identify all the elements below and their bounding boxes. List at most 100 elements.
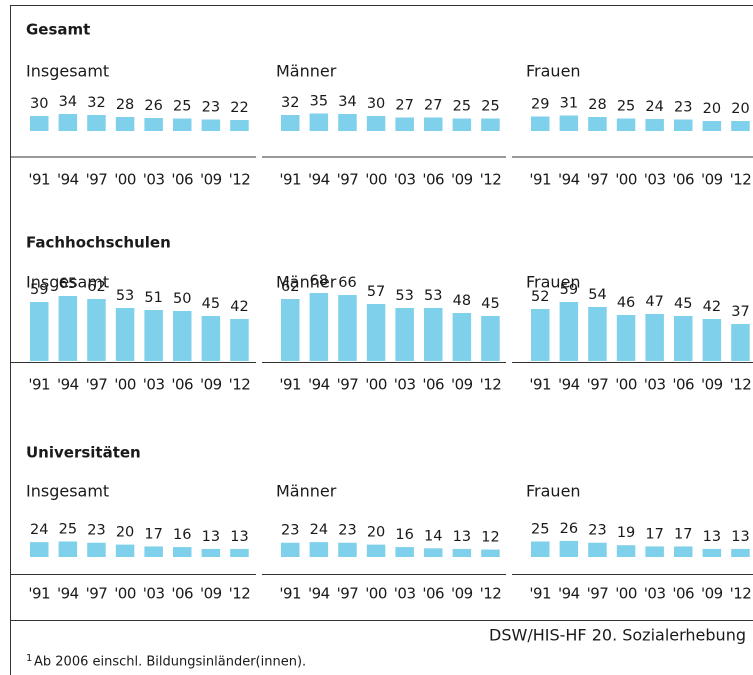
value-label: 45 [674, 296, 692, 312]
bar [338, 295, 357, 361]
x-tick-label: '97 [587, 585, 609, 603]
bar [115, 308, 135, 361]
bar [309, 113, 329, 131]
value-label: 22 [230, 100, 248, 116]
x-tick-label: '09 [451, 171, 473, 189]
value-label: 25 [617, 99, 635, 115]
bar [481, 118, 500, 131]
x-tick-label: '91 [279, 585, 301, 603]
panel-title: Männer [276, 273, 337, 292]
value-label: 13 [202, 529, 220, 545]
value-label: 23 [87, 523, 105, 539]
x-tick-label: '94 [558, 585, 580, 603]
x-tick-label: '12 [730, 171, 752, 189]
value-label: 24 [310, 522, 328, 538]
panel-title: Frauen [526, 482, 581, 501]
value-label: 26 [560, 521, 578, 537]
x-tick-label: '91 [529, 171, 551, 189]
x-tick-label: '09 [200, 171, 222, 189]
bar [173, 311, 192, 361]
value-label: 53 [424, 288, 442, 304]
value-label: 37 [731, 304, 749, 320]
value-label: 23 [674, 100, 692, 116]
bar [588, 117, 607, 131]
value-label: 20 [367, 525, 385, 541]
value-label: 12 [481, 530, 499, 546]
value-label: 23 [338, 523, 356, 539]
value-label: 25 [173, 99, 191, 115]
x-tick-label: '12 [480, 585, 502, 603]
x-tick-label: '97 [86, 376, 108, 394]
bar [731, 548, 750, 557]
x-tick-label: '03 [143, 171, 165, 189]
x-tick-label: '09 [701, 376, 723, 394]
x-tick-label: '00 [365, 376, 387, 394]
bar [87, 299, 106, 361]
bar [674, 119, 693, 131]
bar [366, 116, 386, 131]
footnote-mark: 1 [26, 653, 32, 664]
value-label: 14 [424, 528, 442, 544]
section-title: Fachhochschulen [26, 234, 171, 252]
x-tick-label: '91 [529, 376, 551, 394]
bar [144, 546, 163, 557]
value-label: 59 [30, 282, 48, 298]
value-label: 17 [674, 526, 692, 542]
value-label: 28 [116, 97, 134, 113]
panel-title: Insgesamt [26, 62, 109, 81]
x-tick-label: '03 [394, 585, 416, 603]
x-tick-label: '09 [451, 585, 473, 603]
bar [144, 118, 163, 131]
x-tick-label: '91 [279, 171, 301, 189]
x-tick-label: '03 [644, 171, 666, 189]
value-label: 13 [731, 529, 749, 545]
value-label: 34 [338, 94, 356, 110]
value-label: 66 [338, 275, 356, 291]
bar [559, 302, 579, 361]
panel-title: Insgesamt [26, 273, 109, 292]
x-tick-label: '06 [422, 171, 444, 189]
bar [58, 114, 78, 131]
x-tick-label: '12 [480, 171, 502, 189]
x-tick-label: '97 [587, 171, 609, 189]
x-tick-label: '00 [615, 585, 637, 603]
x-tick-label: '06 [171, 171, 193, 189]
x-tick-label: '12 [480, 376, 502, 394]
x-tick-label: '03 [394, 171, 416, 189]
value-label: 30 [367, 96, 385, 112]
bar [366, 544, 386, 557]
value-label: 45 [481, 296, 499, 312]
bar [452, 313, 472, 361]
x-tick-label: '94 [308, 171, 330, 189]
value-label: 59 [560, 282, 578, 298]
bar [731, 324, 750, 361]
value-label: 25 [481, 99, 499, 115]
x-tick-label: '03 [394, 376, 416, 394]
bar [674, 546, 693, 557]
x-tick-label: '00 [114, 585, 136, 603]
x-tick-label: '91 [28, 376, 50, 394]
x-tick-label: '97 [337, 376, 359, 394]
value-label: 53 [116, 288, 134, 304]
bar [481, 549, 500, 557]
bar [30, 302, 49, 361]
bar [115, 544, 135, 557]
x-tick-label: '06 [672, 171, 694, 189]
value-label: 23 [588, 523, 606, 539]
bar [452, 548, 472, 557]
bar [281, 115, 300, 131]
value-label: 46 [617, 295, 635, 311]
value-label: 29 [531, 97, 549, 113]
bar [338, 542, 357, 557]
bar [201, 548, 221, 557]
section-title: Universitäten [26, 444, 141, 462]
value-label: 68 [310, 273, 328, 289]
bar [201, 316, 221, 361]
value-label: 54 [588, 287, 606, 303]
value-label: 26 [144, 98, 162, 114]
bar [616, 315, 636, 361]
value-label: 27 [424, 98, 442, 114]
value-label: 31 [560, 96, 578, 112]
x-tick-label: '97 [337, 171, 359, 189]
